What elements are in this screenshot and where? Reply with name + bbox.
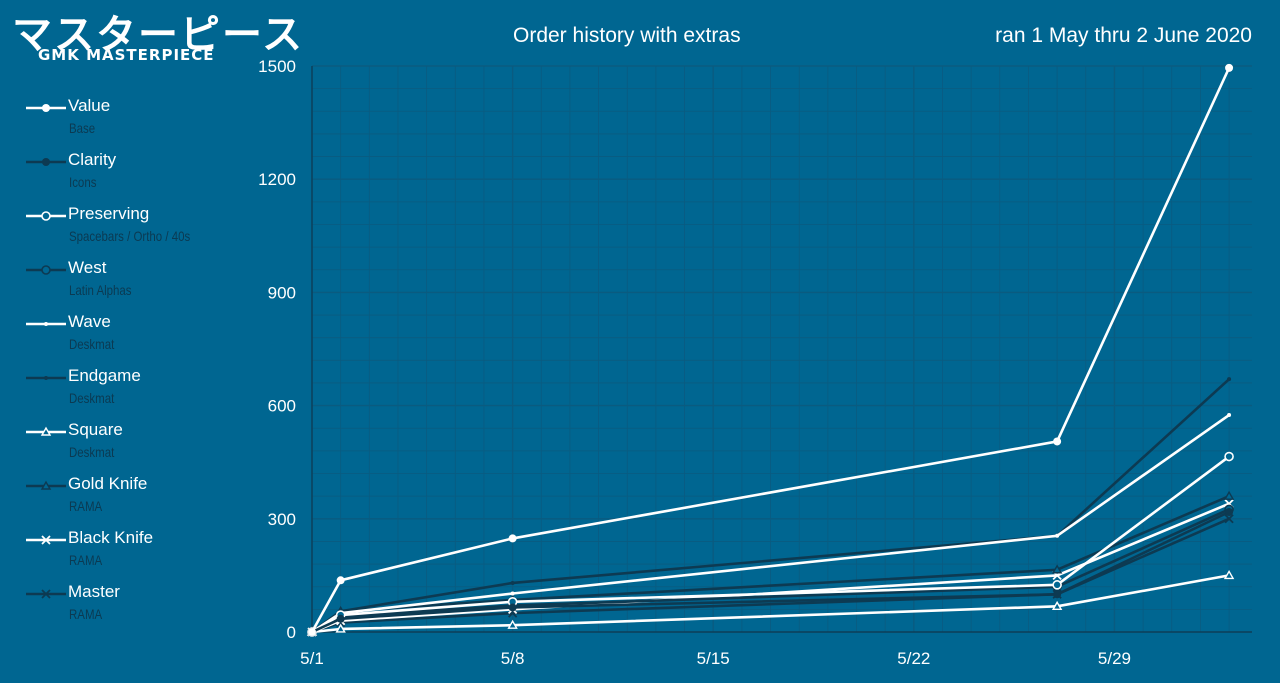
legend-description: Deskmat	[69, 336, 115, 352]
legend-description: Spacebars / Ortho / 40s	[69, 228, 191, 244]
legend-item-master: Master RAMA	[26, 582, 256, 636]
data-point-endgame	[1227, 377, 1232, 382]
legend: Value Base Clarity Icons Preserving Spacebars…	[26, 96, 256, 636]
legend-description: Base	[69, 120, 96, 136]
legend-label: Master	[68, 582, 120, 601]
data-point-square	[507, 619, 518, 629]
legend-swatch-gold-knife	[26, 480, 66, 490]
legend-item-endgame: Endgame Deskmat	[26, 366, 256, 420]
legend-swatch-preserving	[26, 211, 66, 221]
x-tick-label: 5/22	[897, 649, 930, 668]
data-point-square	[1051, 600, 1063, 611]
data-point-square	[1223, 569, 1235, 580]
y-tick-label: 900	[268, 283, 296, 302]
series-value	[308, 63, 1234, 636]
legend-item-square: Square Deskmat	[26, 420, 256, 474]
logo-english: GMK MASTERPIECE	[38, 46, 215, 64]
data-point-endgame	[510, 580, 515, 585]
chart-subtitle: ran 1 May thru 2 June 2020	[995, 24, 1252, 47]
legend-label: West	[68, 258, 107, 277]
legend-description: RAMA	[69, 606, 103, 622]
data-point-clarity	[508, 603, 517, 612]
series-clarity	[308, 508, 1234, 636]
legend-item-preserving: Preserving Spacebars / Ortho / 40s	[26, 204, 256, 258]
legend-item-clarity: Clarity Icons	[26, 150, 256, 204]
legend-label: Clarity	[68, 150, 117, 169]
legend-item-gold-knife: Gold Knife RAMA	[26, 474, 256, 528]
legend-swatch-master	[26, 589, 66, 599]
legend-label: Wave	[68, 312, 111, 331]
legend-swatch-square	[26, 426, 66, 436]
chart-title: Order history with extras	[513, 24, 741, 47]
legend-swatch-wave	[26, 322, 66, 326]
x-tick-label: 5/15	[697, 649, 730, 668]
grid	[311, 65, 1252, 633]
legend-swatch-clarity	[26, 158, 66, 166]
data-point-clarity	[336, 614, 345, 623]
legend-description: RAMA	[69, 552, 103, 568]
legend-item-value: Value Base	[26, 96, 256, 150]
legend-description: Deskmat	[69, 390, 115, 406]
legend-item-black-knife: Black Knife RAMA	[26, 528, 256, 582]
data-point-clarity	[1053, 590, 1062, 599]
data-point-gold-knife	[1223, 490, 1235, 500]
legend-label: Gold Knife	[68, 474, 148, 493]
data-point-clarity	[1225, 508, 1234, 517]
legend-label: Endgame	[68, 366, 141, 385]
legend-swatch-value	[26, 104, 66, 112]
y-tick-label: 1500	[258, 57, 296, 76]
data-point-square	[335, 623, 346, 633]
legend-description: Deskmat	[69, 444, 115, 460]
data-point-preserving	[1224, 451, 1234, 462]
data-point-preserving	[1052, 580, 1062, 590]
y-tick-label: 0	[287, 623, 296, 642]
legend-item-wave: Wave Deskmat	[26, 312, 256, 366]
data-point-master	[1224, 514, 1234, 524]
legend-description: Latin Alphas	[69, 282, 132, 298]
y-tick-label: 600	[268, 397, 296, 416]
data-point-wave	[1055, 533, 1060, 538]
data-point-value	[1225, 63, 1234, 72]
x-tick-label: 5/1	[300, 649, 324, 668]
data-point-value	[508, 534, 517, 543]
y-tick-label: 300	[268, 510, 296, 529]
data-point-value	[336, 576, 345, 585]
legend-label: Value	[68, 96, 111, 115]
data-point-wave	[510, 591, 515, 596]
legend-item-west: West Latin Alphas	[26, 258, 256, 312]
legend-label: Black Knife	[68, 528, 154, 547]
logo-japanese: マスターピース	[12, 12, 304, 58]
legend-swatch-black-knife	[26, 535, 66, 545]
legend-label: Square	[68, 420, 123, 439]
legend-swatch-endgame	[26, 376, 66, 380]
data-point-gold-knife	[1051, 564, 1063, 574]
legend-description: RAMA	[69, 498, 103, 514]
data-point-wave	[1227, 413, 1232, 418]
legend-label: Preserving	[68, 204, 150, 223]
data-point-value	[1053, 437, 1062, 446]
data-point-value	[308, 628, 316, 636]
legend-swatch-west	[26, 265, 66, 275]
y-tick-label: 1200	[258, 170, 296, 189]
x-tick-label: 5/29	[1098, 649, 1131, 668]
x-tick-label: 5/8	[501, 649, 525, 668]
legend-description: Icons	[69, 174, 97, 190]
